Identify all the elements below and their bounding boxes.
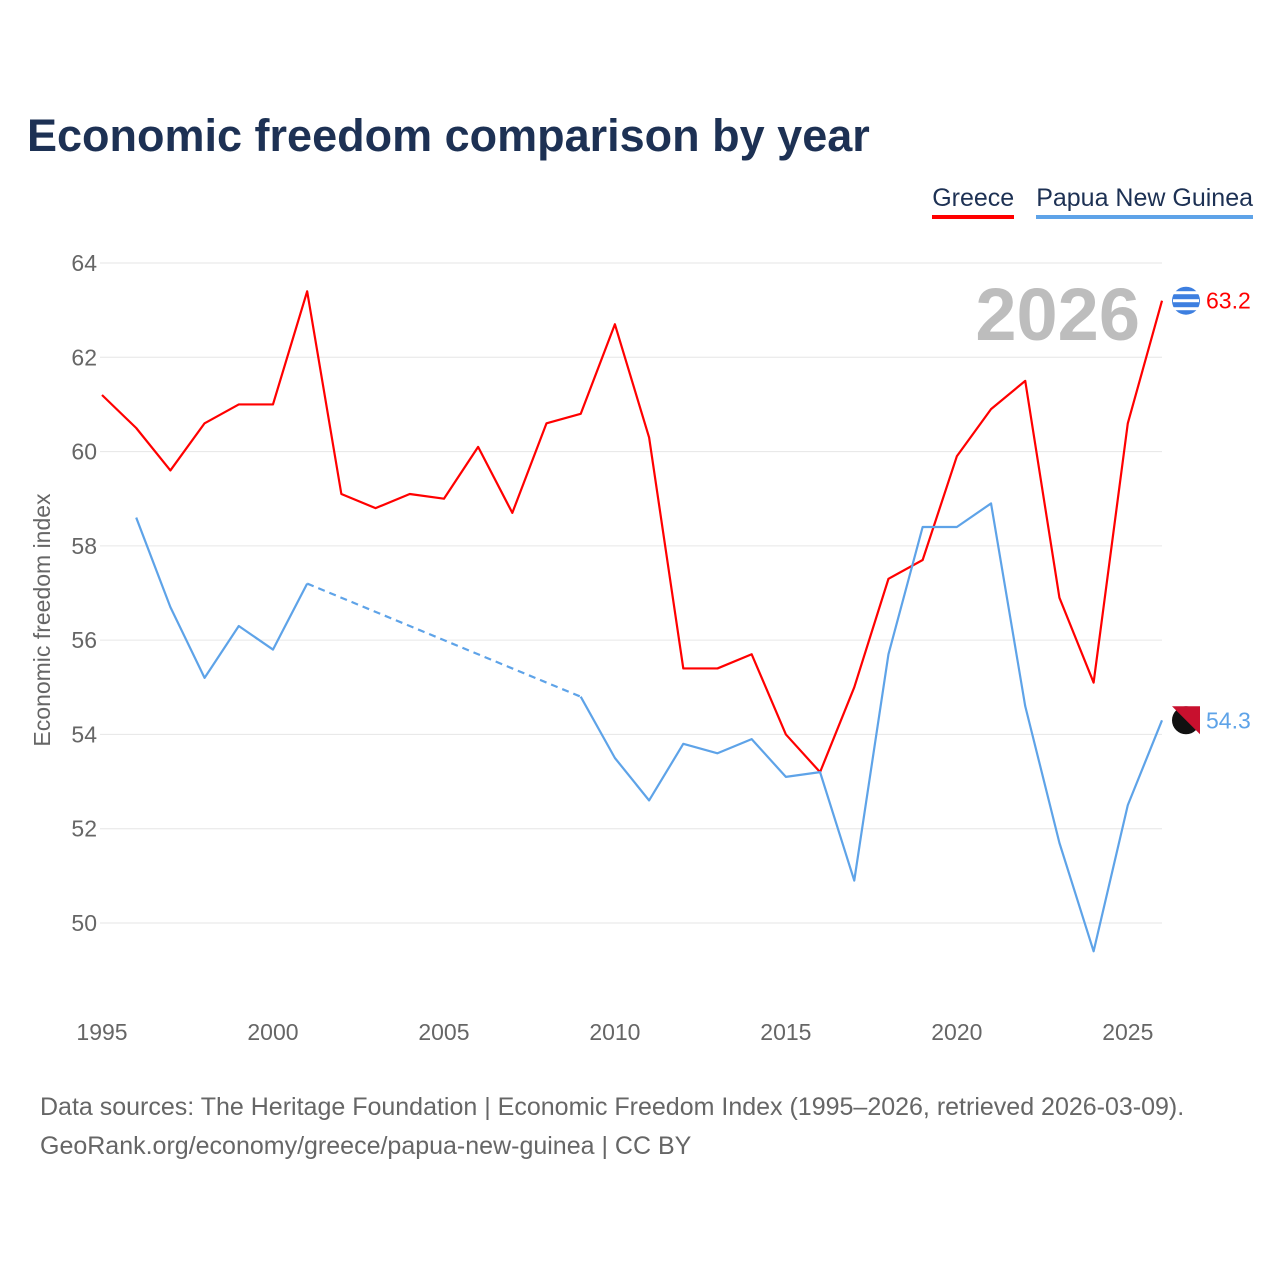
x-tick-label: 2015 xyxy=(760,1019,811,1045)
greece-flag-icon xyxy=(1172,286,1200,315)
end-value-label: 54.3 xyxy=(1206,707,1251,733)
y-tick-label: 58 xyxy=(71,533,97,559)
data-source: Data sources: The Heritage Foundation | … xyxy=(40,1093,1185,1121)
series-line-papua-new-guinea xyxy=(579,502,1164,953)
gap-line xyxy=(306,582,582,698)
x-tick-label: 2020 xyxy=(931,1019,982,1045)
x-tick-label: 2000 xyxy=(247,1019,298,1045)
x-tick-label: 2005 xyxy=(418,1019,469,1045)
papua-new-guinea-flag-icon xyxy=(1172,706,1200,735)
x-tick-label: 1995 xyxy=(76,1019,127,1045)
y-tick-label: 60 xyxy=(71,439,97,465)
y-tick-label: 52 xyxy=(71,816,97,842)
footer: Data sources: The Heritage Foundation | … xyxy=(40,1088,1184,1166)
y-tick-label: 50 xyxy=(71,910,97,936)
x-tick-label: 2025 xyxy=(1102,1019,1153,1045)
year-watermark: 2026 xyxy=(975,273,1140,356)
y-tick-label: 64 xyxy=(71,250,97,276)
y-tick-label: 56 xyxy=(71,627,97,653)
y-tick-label: 62 xyxy=(71,344,97,370)
y-axis-label: Economic freedom index xyxy=(29,493,55,747)
end-value-label: 63.2 xyxy=(1206,288,1251,314)
legend-papua-new-guinea[interactable]: Papua New Guinea xyxy=(1036,184,1253,219)
legend-greece[interactable]: Greece xyxy=(932,184,1015,219)
legend: Greece Papua New Guinea xyxy=(932,184,1253,219)
y-tick-label: 54 xyxy=(71,721,97,747)
series-line-greece xyxy=(101,290,1164,774)
series-line-papua-new-guinea xyxy=(135,517,309,679)
source-link[interactable]: GeoRank.org/economy/greece/papua-new-gui… xyxy=(40,1132,692,1160)
x-tick-label: 2010 xyxy=(589,1019,640,1045)
chart-title: Economic freedom comparison by year xyxy=(27,110,870,161)
